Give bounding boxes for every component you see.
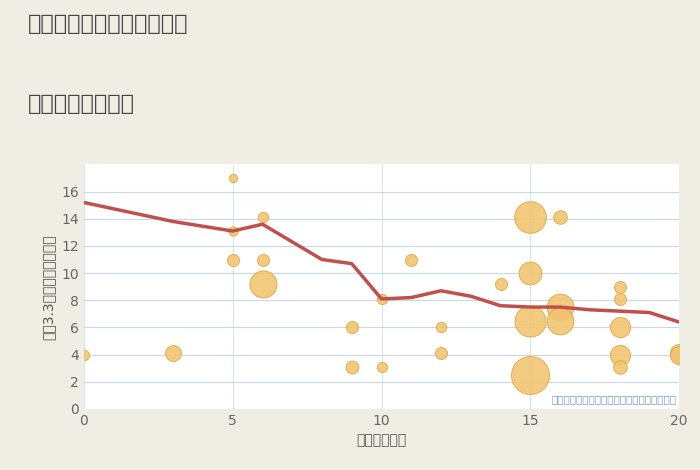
Point: [346, 324, 357, 331]
Point: [406, 256, 417, 263]
Point: [227, 256, 238, 263]
Point: [525, 214, 536, 221]
Point: [495, 280, 506, 288]
Point: [614, 351, 625, 358]
Point: [435, 324, 447, 331]
Point: [554, 317, 566, 324]
Point: [614, 363, 625, 370]
Point: [554, 214, 566, 221]
Point: [376, 363, 387, 370]
Point: [614, 324, 625, 331]
Point: [435, 350, 447, 357]
X-axis label: 駅距離（分）: 駅距離（分）: [356, 433, 407, 447]
Point: [227, 174, 238, 182]
Point: [614, 295, 625, 303]
Point: [554, 303, 566, 311]
Text: 円の大きさは、取引のあった物件面積を示す: 円の大きさは、取引のあった物件面積を示す: [551, 394, 676, 404]
Point: [257, 256, 268, 263]
Point: [673, 350, 685, 357]
Point: [346, 363, 357, 370]
Point: [376, 295, 387, 303]
Point: [614, 283, 625, 290]
Text: 埼玉県児玉郡上里町五明の: 埼玉県児玉郡上里町五明の: [28, 14, 188, 34]
Point: [525, 317, 536, 324]
Point: [78, 351, 90, 358]
Point: [227, 227, 238, 235]
Point: [257, 280, 268, 288]
Y-axis label: 坪（3.3㎡）単価（万円）: 坪（3.3㎡）単価（万円）: [42, 234, 56, 339]
Point: [525, 269, 536, 277]
Point: [168, 350, 179, 357]
Point: [525, 371, 536, 379]
Point: [257, 214, 268, 221]
Point: [673, 351, 685, 358]
Text: 駅距離別土地価格: 駅距離別土地価格: [28, 94, 135, 114]
